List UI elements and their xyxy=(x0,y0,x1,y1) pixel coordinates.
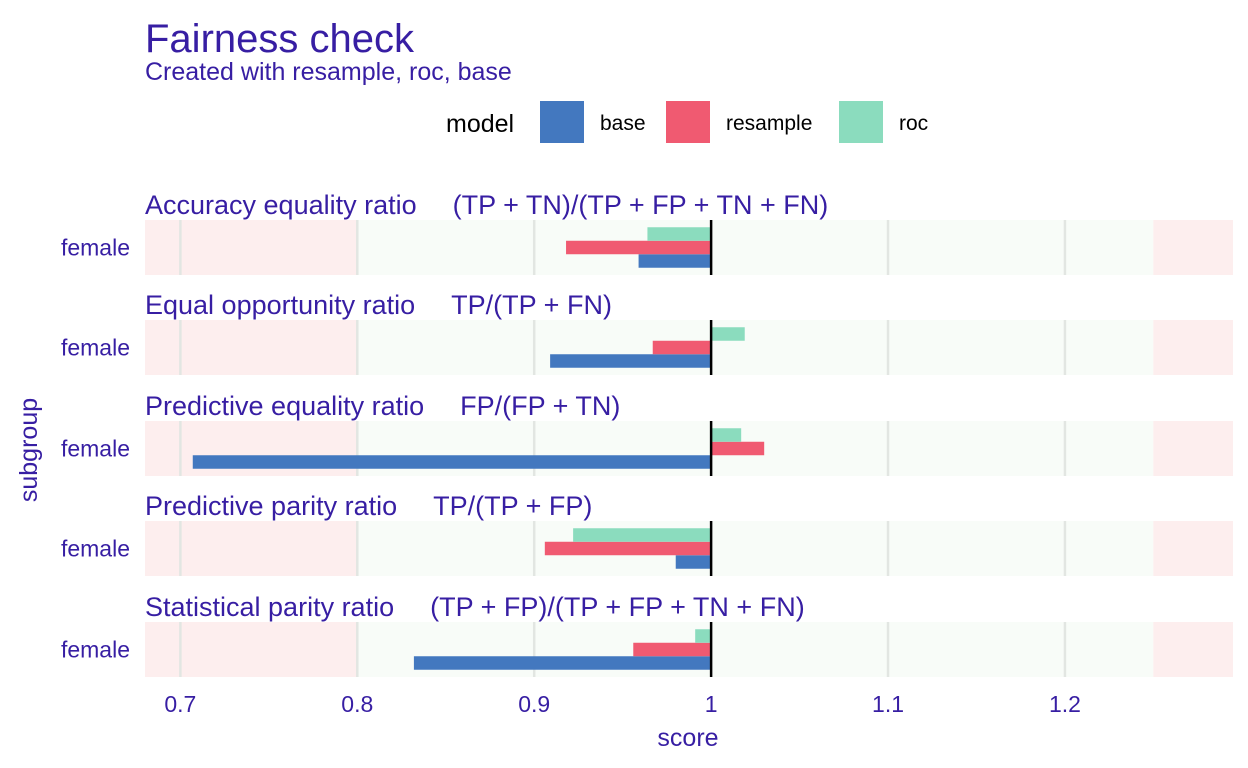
unfair-zone-right xyxy=(1153,622,1233,677)
unfair-zone-left xyxy=(145,521,358,576)
bar-roc xyxy=(647,227,712,241)
legend-label-roc: roc xyxy=(899,112,928,135)
facet-panel: Equal opportunity ratio TP/(TP + FN) femal… xyxy=(61,290,1233,375)
bar-base xyxy=(550,354,712,368)
legend-swatch-base xyxy=(540,101,584,143)
facet-title: Equal opportunity ratio xyxy=(145,290,415,320)
legend-swatch-roc xyxy=(839,101,883,143)
bar-base xyxy=(638,254,712,268)
x-tick-label: 1.2 xyxy=(1049,691,1081,717)
fair-zone xyxy=(357,220,1154,275)
bar-base xyxy=(192,455,712,469)
y-tick-label: female xyxy=(61,235,130,261)
bar-roc xyxy=(711,327,745,341)
unfair-zone-left xyxy=(145,320,358,375)
x-tick-label: 1 xyxy=(705,691,718,717)
unfair-zone-right xyxy=(1153,521,1233,576)
facet-formula: (TP + TN)/(TP + FP + TN + FN) xyxy=(453,190,829,220)
facet-formula: (TP + FP)/(TP + FP + TN + FN) xyxy=(430,592,805,622)
facet-title: Accuracy equality ratio xyxy=(145,190,417,220)
x-tick-label: 0.7 xyxy=(164,691,196,717)
facet-title: Statistical parity ratio xyxy=(145,592,394,622)
unfair-zone-left xyxy=(145,220,358,275)
legend-label-resample: resample xyxy=(726,112,812,135)
bar-base xyxy=(413,656,712,670)
facet-formula: FP/(FP + TN) xyxy=(460,391,620,421)
facet-formula: TP/(TP + FP) xyxy=(433,491,592,521)
x-tick-label: 1.1 xyxy=(872,691,904,717)
chart-subtitle: Created with resample, roc, base xyxy=(145,58,512,86)
unfair-zone-right xyxy=(1153,320,1233,375)
y-axis-title: subgroup xyxy=(15,398,43,502)
unfair-zone-right xyxy=(1153,421,1233,476)
y-tick-label: female xyxy=(61,536,130,562)
bar-base xyxy=(675,555,712,569)
y-tick-label: female xyxy=(61,637,130,663)
legend-label-base: base xyxy=(600,112,646,135)
bar-resample xyxy=(652,340,712,355)
bar-resample xyxy=(633,642,712,657)
unfair-zone-left xyxy=(145,622,358,677)
facet-title: Predictive equality ratio xyxy=(145,391,424,421)
x-tick-label: 0.9 xyxy=(518,691,550,717)
x-tick-label: 0.8 xyxy=(341,691,373,717)
x-axis: 0.7 0.8 0.9 1 1.1 1.2 xyxy=(164,691,1081,717)
y-tick-label: female xyxy=(61,436,130,462)
facet-panel: Predictive equality ratio FP/(FP + TN) fem… xyxy=(61,391,1233,476)
fair-zone xyxy=(357,320,1154,375)
bar-roc xyxy=(695,629,712,643)
bar-roc xyxy=(573,528,712,542)
bar-resample xyxy=(544,541,712,556)
facet-title: Predictive parity ratio xyxy=(145,491,397,521)
x-axis-title: score xyxy=(657,724,718,752)
bar-roc xyxy=(711,428,742,442)
y-tick-label: female xyxy=(61,335,130,361)
facet-formula: TP/(TP + FN) xyxy=(451,290,612,320)
chart-title: Fairness check xyxy=(145,17,415,61)
legend: model base resample roc xyxy=(446,101,928,143)
unfair-zone-right xyxy=(1153,220,1233,275)
facet-panels: Accuracy equality ratio (TP + TN)/(TP + F… xyxy=(61,190,1233,677)
facet-panel: Predictive parity ratio TP/(TP + FP) femal… xyxy=(61,491,1233,576)
facet-panel: Accuracy equality ratio (TP + TN)/(TP + F… xyxy=(61,190,1233,275)
bar-resample xyxy=(711,441,765,456)
fair-zone xyxy=(357,521,1154,576)
legend-swatch-resample xyxy=(666,101,710,143)
facet-panel: Statistical parity ratio (TP + FP)/(TP + … xyxy=(61,592,1233,677)
legend-title: model xyxy=(446,110,514,138)
bar-resample xyxy=(566,240,712,255)
